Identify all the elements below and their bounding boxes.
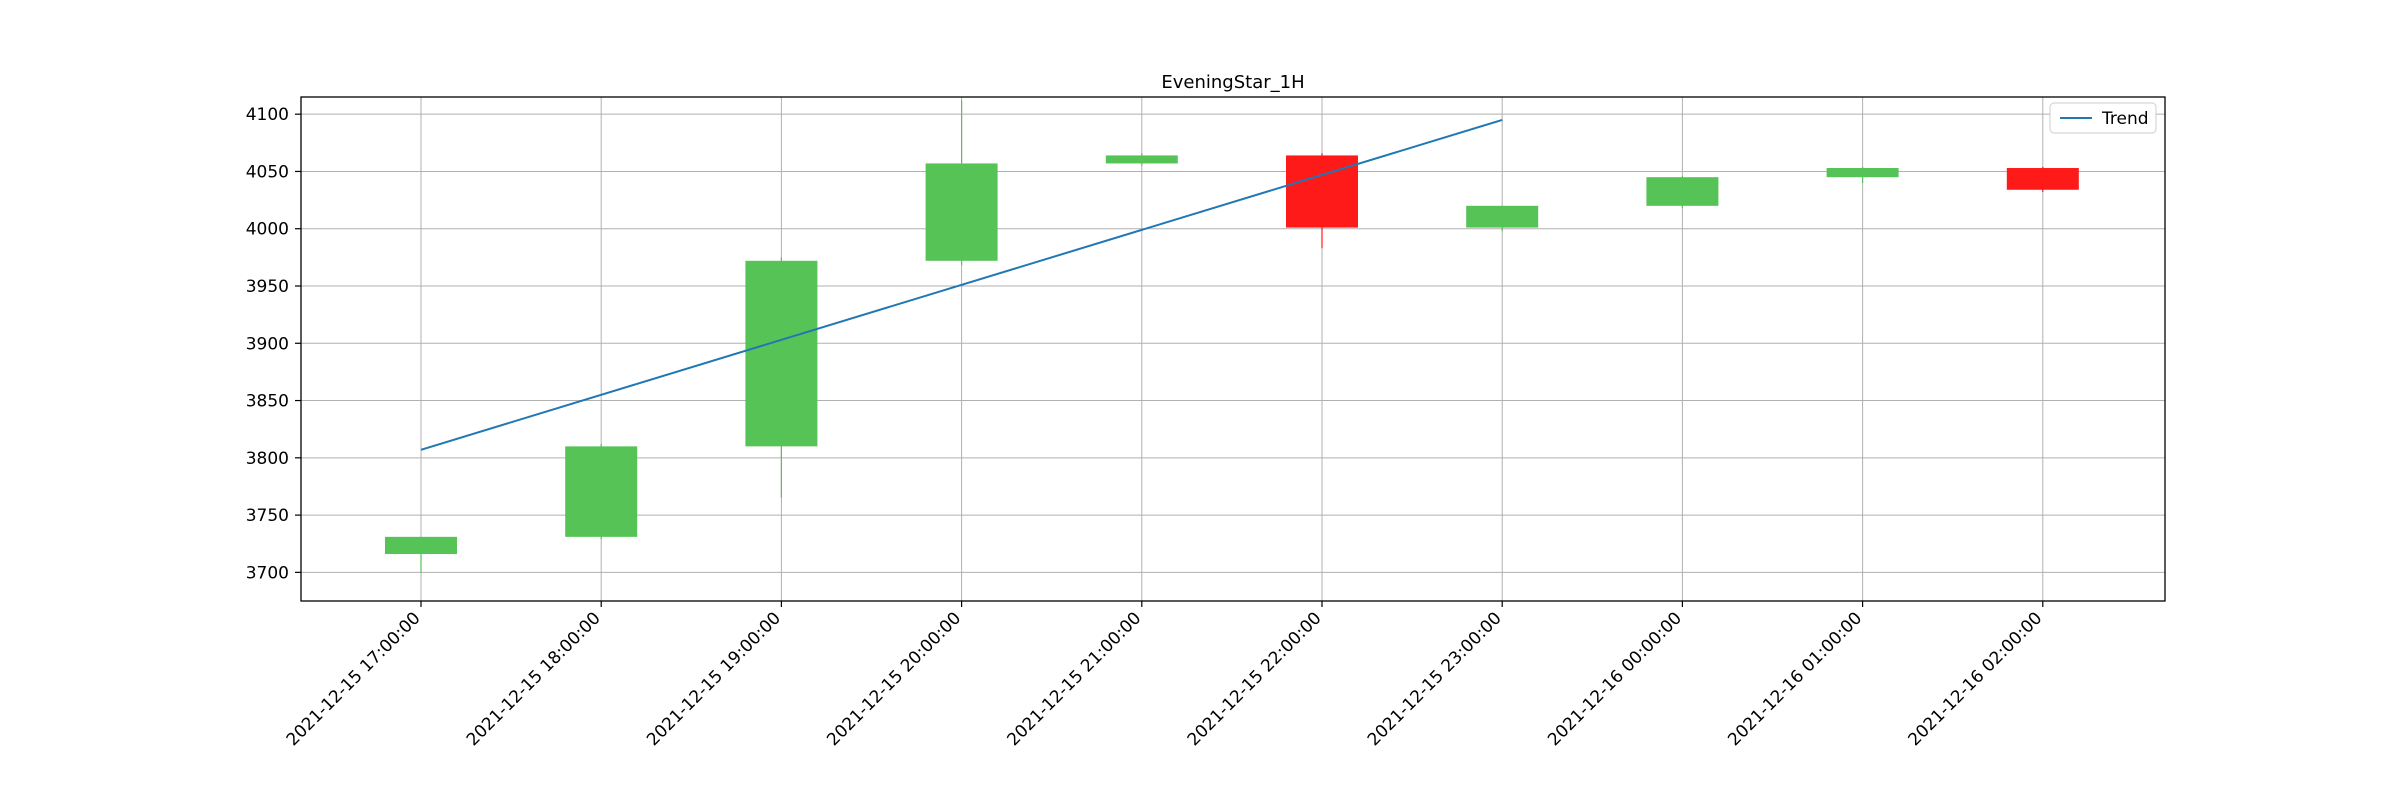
candle-body-up	[1466, 205, 1539, 228]
y-tick-label: 3800	[246, 449, 289, 469]
legend: Trend	[2049, 102, 2157, 134]
x-tick-label: 2021-12-16 01:00:00	[1724, 608, 1866, 750]
plot-frame	[300, 96, 2166, 602]
x-tick-label: 2021-12-15 17:00:00	[283, 608, 425, 750]
candle-body-up	[925, 163, 998, 261]
candle-body-up	[745, 260, 818, 447]
trend-line	[420, 118, 1503, 451]
legend-box	[2049, 102, 2157, 134]
x-tick-label: 2021-12-15 22:00:00	[1184, 608, 1326, 750]
y-tick-label: 3700	[246, 563, 289, 583]
candles	[385, 100, 2079, 573]
y-tick-label: 4100	[246, 105, 289, 125]
chart-title: EveningStar_1H	[1161, 72, 1304, 93]
y-tick-label: 3900	[246, 334, 289, 354]
y-tick-label: 3850	[246, 392, 289, 412]
y-tick-label: 4000	[246, 220, 289, 240]
x-axis-ticks: 2021-12-15 17:00:00 2021-12-15 18:00:00 20…	[283, 601, 2047, 750]
candle-body-up	[385, 536, 457, 555]
trend-series	[420, 118, 1503, 451]
x-tick-label: 2021-12-15 19:00:00	[643, 608, 785, 750]
x-tick-label: 2021-12-16 00:00:00	[1544, 608, 1686, 750]
x-tick-label: 2021-12-16 02:00:00	[1905, 608, 2047, 750]
candle-body-up	[1826, 168, 1899, 178]
y-axis-ticks: 3700 3750 3800 3850 3900 3950 4000 4050 4100	[246, 105, 301, 583]
x-tick-label: 2021-12-15 18:00:00	[463, 608, 605, 750]
candle-body-up	[1646, 177, 1719, 206]
legend-trend-label: Trend	[2101, 109, 2149, 129]
candle-body-up	[1105, 155, 1178, 164]
candle-body-up	[565, 446, 638, 537]
y-tick-label: 3750	[246, 506, 289, 526]
candle-body-down	[2006, 168, 2079, 190]
y-tick-label: 3950	[246, 277, 289, 297]
x-tick-label: 2021-12-15 21:00:00	[1004, 608, 1146, 750]
y-tick-label: 4050	[246, 162, 289, 182]
x-tick-label: 2021-12-15 20:00:00	[823, 608, 965, 750]
x-tick-label: 2021-12-15 23:00:00	[1364, 608, 1506, 750]
